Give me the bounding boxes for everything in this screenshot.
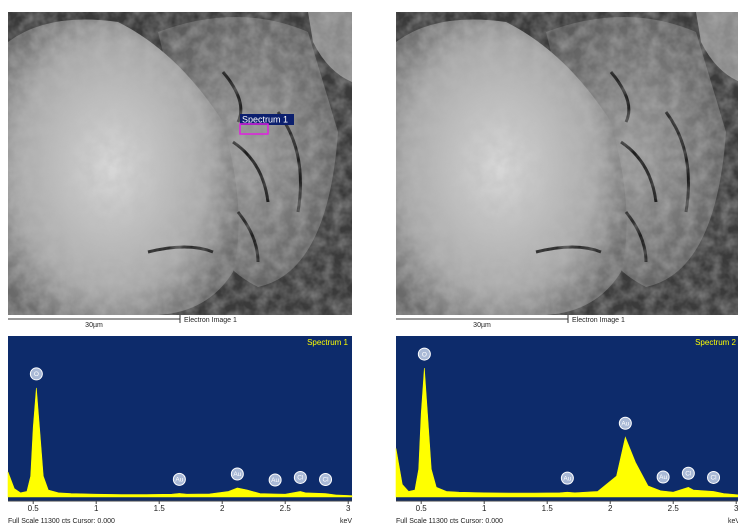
spectrum-area [7, 387, 353, 498]
peak-label: Au [659, 474, 667, 481]
peak-marker [656, 470, 670, 484]
image-caption: Electron Image 1 [572, 317, 625, 324]
peak-label: Cl [710, 475, 717, 482]
peak-marker [230, 467, 244, 481]
spectrum-title: Spectrum 1 [307, 338, 348, 347]
peak-label: Au [621, 420, 629, 427]
marker-box [239, 123, 269, 135]
texture [8, 12, 352, 315]
x-tick-label: 3 [734, 504, 738, 513]
peak-marker [268, 473, 282, 487]
image-caption: Electron Image 1 [184, 317, 237, 324]
x-unit: keV [728, 518, 738, 525]
peak-label: Au [271, 477, 279, 484]
peak-label: Au [175, 477, 183, 484]
scale-bar-label: 30µm [85, 322, 103, 329]
x-tick-label: 2 [220, 504, 225, 513]
peak-marker [417, 347, 431, 361]
spectrum-marker: Spectrum 1 [239, 114, 294, 135]
x-tick-label: 2.5 [280, 504, 292, 513]
peak-label: O [422, 351, 427, 358]
footer: Full Scale 11300 cts Cursor: 0.000 [396, 518, 503, 525]
x-tick-label: 1 [94, 504, 99, 513]
x-tick-label: 0.5 [416, 504, 428, 513]
marker-label-bg [240, 114, 294, 125]
x-tick-label: 2.5 [668, 504, 680, 513]
texture [396, 12, 738, 315]
x-unit: keV [340, 518, 352, 525]
peak-marker [560, 471, 574, 485]
scale-bar-label: 30µm [473, 322, 491, 329]
footer: Full Scale 11300 cts Cursor: 0.000 [8, 518, 115, 525]
peak-marker [293, 470, 307, 484]
peak-marker [172, 472, 186, 486]
peak-label: Cl [322, 477, 329, 484]
spectrum-title: Spectrum 2 [695, 338, 736, 347]
panel: Spectrum 1 30µm Electron Image 1 Spectrum 1… [7, 12, 353, 525]
peak-marker [681, 466, 695, 480]
marker-label: Spectrum 1 [242, 114, 288, 124]
x-tick-label: 0.5 [28, 504, 40, 513]
peak-label: Au [563, 475, 571, 482]
x-tick-label: 2 [608, 504, 613, 513]
peak-label: O [34, 371, 39, 378]
electron-image [8, 12, 352, 315]
peak-marker [618, 416, 632, 430]
peak-marker [707, 470, 721, 484]
peak-marker [29, 367, 43, 381]
peak-label: Cl [297, 475, 304, 482]
peak-label: Au [233, 471, 241, 478]
electron-image [396, 12, 738, 315]
x-tick-label: 3 [346, 504, 351, 513]
peak-label: Cl [685, 470, 692, 477]
x-tick-label: 1.5 [154, 504, 166, 513]
peak-marker [319, 473, 333, 487]
x-tick-label: 1.5 [542, 504, 554, 513]
spectrum-area [395, 368, 738, 498]
x-tick-label: 1 [482, 504, 487, 513]
